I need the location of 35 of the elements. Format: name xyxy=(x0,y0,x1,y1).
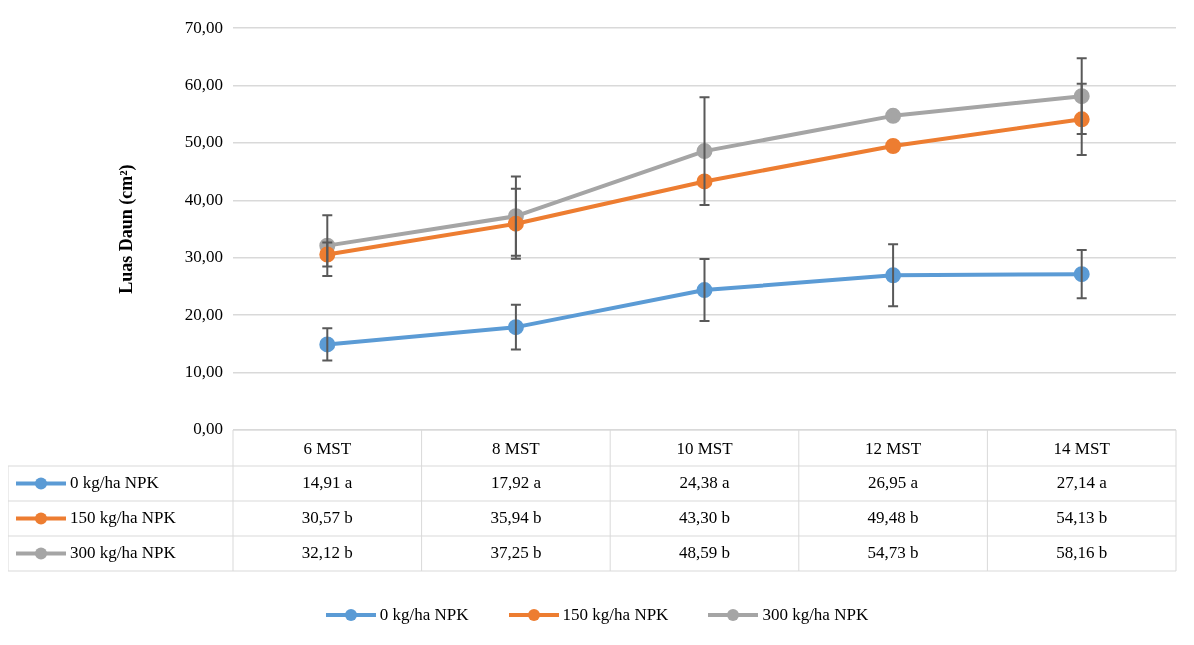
data-label: 26,95 a xyxy=(868,472,919,492)
data-label: 49,48 b xyxy=(867,507,919,527)
x-tick-label: 6 MST xyxy=(303,438,352,458)
data-label: 58,16 b xyxy=(1056,542,1108,562)
data-label: 35,94 b xyxy=(490,507,542,527)
y-axis-title: Luas Daun (cm²) xyxy=(116,164,138,294)
x-tick-label: 12 MST xyxy=(864,438,922,458)
legend-label: 150 kg/ha NPK xyxy=(70,507,177,527)
x-tick-label: 8 MST xyxy=(492,438,541,458)
data-label: 54,13 b xyxy=(1056,507,1108,527)
y-tick-label: 70,00 xyxy=(184,17,223,37)
data-label: 37,25 b xyxy=(490,542,542,562)
text: 0 kg/ha NPK xyxy=(379,605,469,624)
y-tick-label: 0,00 xyxy=(193,419,223,439)
y-tick-label: 50,00 xyxy=(184,132,223,152)
y-tick-label: 30,00 xyxy=(184,247,223,267)
data-label: 14,91 a xyxy=(302,472,353,492)
text: 300 kg/ha NPK xyxy=(762,605,869,624)
text: 150 kg/ha NPK xyxy=(562,605,669,624)
data-label: 32,12 b xyxy=(301,542,353,562)
data-label: 54,73 b xyxy=(867,542,919,562)
y-tick-label: 20,00 xyxy=(184,304,223,324)
y-tick-label: 60,00 xyxy=(184,75,223,95)
data-label: 17,92 a xyxy=(490,472,542,492)
y-tick-label: 40,00 xyxy=(184,189,223,209)
data-label: 43,30 b xyxy=(679,507,730,527)
data-label: 48,59 b xyxy=(679,542,730,562)
legend-label: 300 kg/ha NPK xyxy=(70,542,177,562)
y-tick-label: 10,00 xyxy=(184,362,223,382)
x-tick-label: 10 MST xyxy=(676,438,734,458)
data-label: 30,57 b xyxy=(301,507,353,527)
x-tick-label: 14 MST xyxy=(1053,438,1111,458)
legend-label: 0 kg/ha NPK xyxy=(70,472,160,492)
data-label: 24,38 a xyxy=(679,472,730,492)
data-label: 27,14 a xyxy=(1056,472,1108,492)
